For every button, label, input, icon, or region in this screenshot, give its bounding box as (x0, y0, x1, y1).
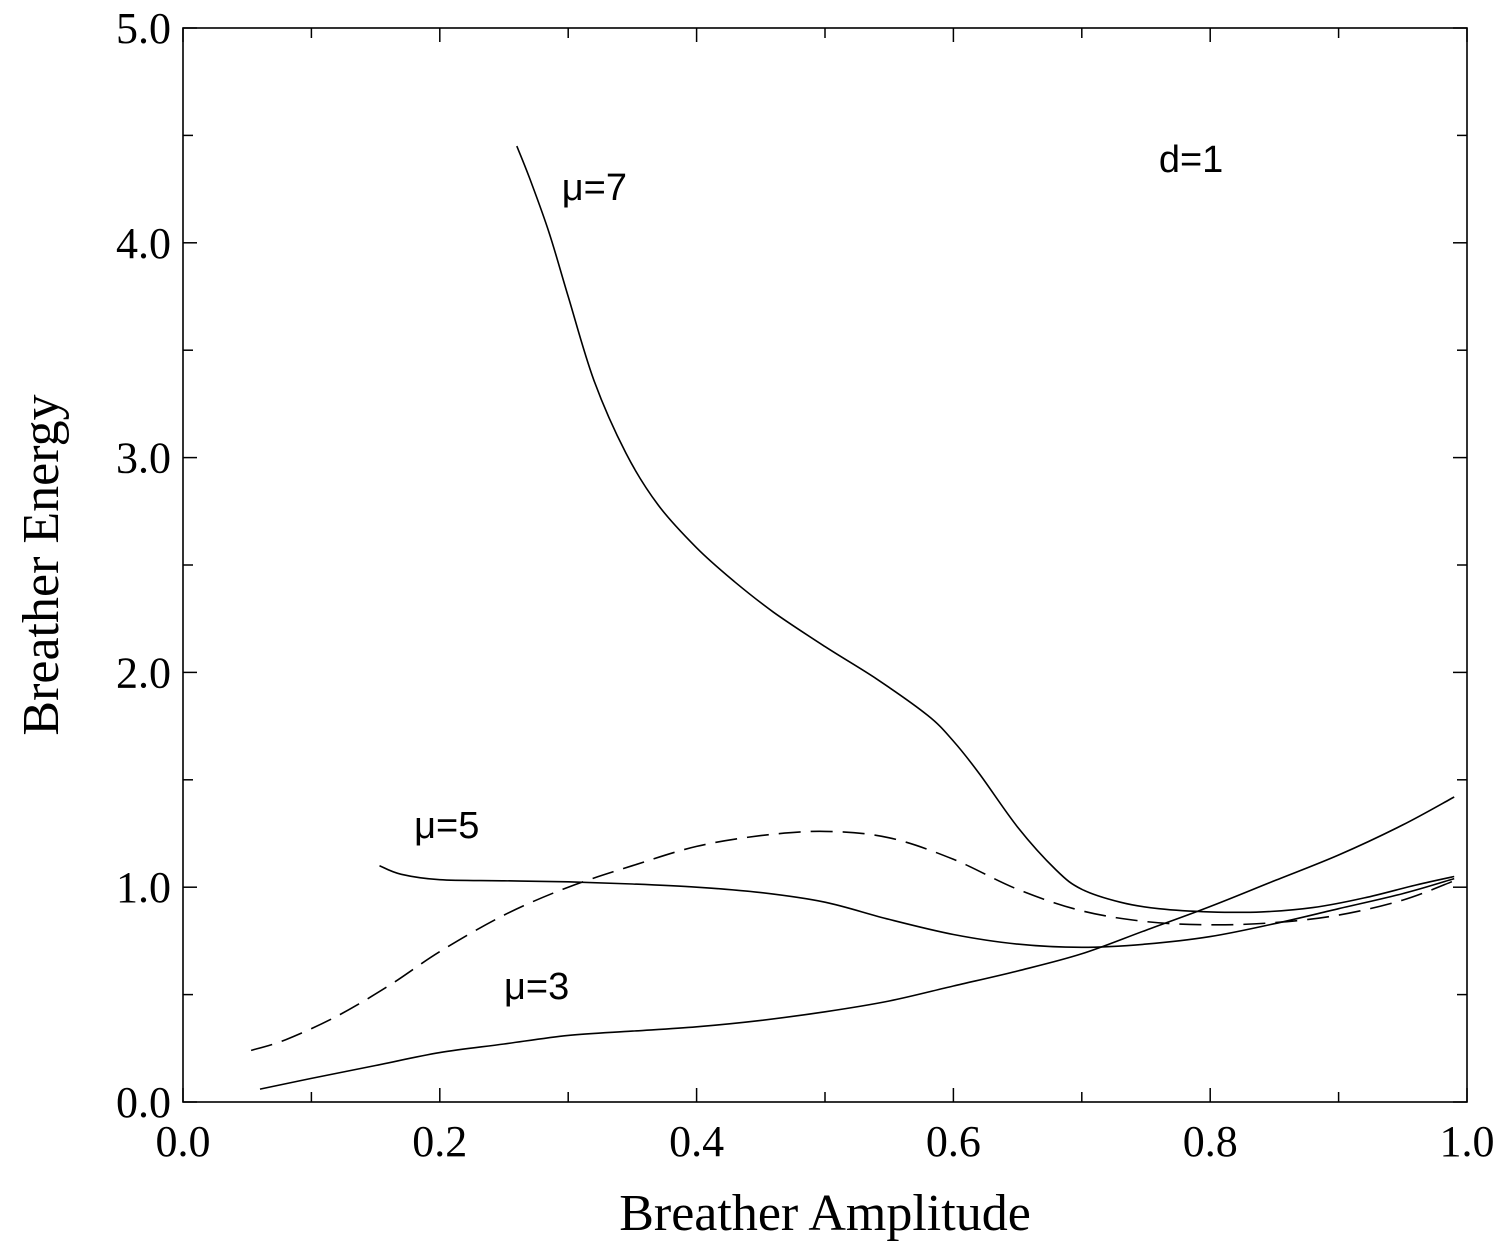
x-tick-labels: 0.0 0.2 0.4 0.6 0.8 1.0 (156, 1117, 1495, 1166)
y-tick-label: 1.0 (116, 863, 171, 912)
y-tick-labels: 0.0 1.0 2.0 3.0 4.0 5.0 (116, 4, 171, 1127)
x-tick-label: 0.2 (412, 1117, 467, 1166)
annotation-label: μ=5 (414, 805, 479, 847)
y-tick-label: 2.0 (116, 648, 171, 697)
annotation-label: μ=7 (562, 167, 627, 209)
y-tick-label: 5.0 (116, 4, 171, 53)
y-axis-title: Breather Energy (13, 394, 70, 735)
series-line-2 (379, 864, 1455, 949)
x-tick-label: 0.4 (669, 1117, 724, 1166)
series-group (250, 145, 1455, 1090)
x-tick-label: 0.0 (156, 1117, 211, 1166)
tick-marks (182, 27, 1468, 1103)
y-tick-label: 0.0 (116, 1078, 171, 1127)
annotations: μ=7 μ=5 μ=3 d=1 (414, 139, 1223, 1008)
x-axis-title: Breather Amplitude (619, 1185, 1031, 1242)
x-tick-label: 1.0 (1440, 1117, 1495, 1166)
annotation-label: d=1 (1159, 139, 1223, 181)
y-tick-label: 3.0 (116, 434, 171, 483)
series-line-4 (259, 796, 1455, 1090)
plot-frame (182, 27, 1468, 1103)
series-line-1 (516, 145, 1455, 914)
x-tick-label: 0.8 (1183, 1117, 1238, 1166)
x-tick-label: 0.6 (926, 1117, 981, 1166)
annotation-label: μ=3 (504, 966, 569, 1008)
series-line-3 (250, 830, 1455, 1052)
y-tick-label: 4.0 (116, 219, 171, 268)
